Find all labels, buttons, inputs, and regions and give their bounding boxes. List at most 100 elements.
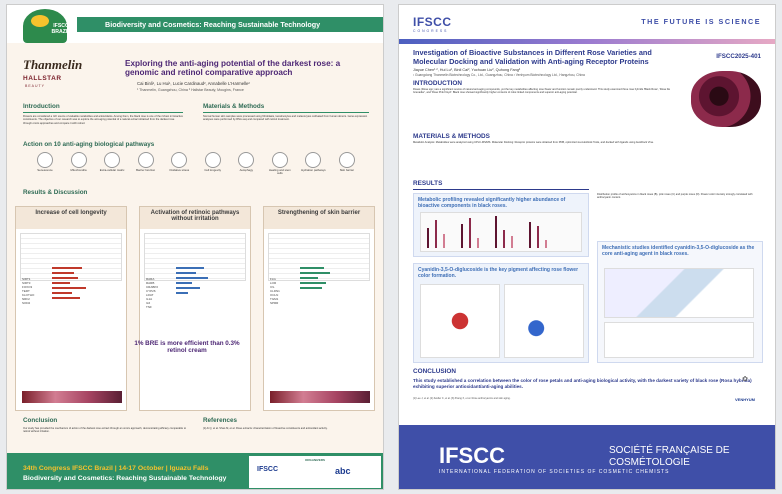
pathway-icons: Senescence Mitochondria Extra-cellular m… bbox=[31, 152, 361, 178]
methods-text: Metabolic Analysis: Metabolites were ana… bbox=[413, 141, 654, 144]
sponsor-logo: ✿ VENHYUM bbox=[725, 375, 765, 419]
divider bbox=[203, 112, 369, 113]
poster-right[interactable]: IFSCC CONGRESS THE FUTURE IS SCIENCE Inv… bbox=[398, 4, 776, 490]
intro-text: Flowers are considered a rich source of … bbox=[23, 115, 183, 125]
references-text: [1] Lee J, et al. [2] Zeidler C, et al. … bbox=[413, 397, 511, 400]
gene-label: OCLN bbox=[270, 293, 279, 297]
longevity-icon bbox=[204, 152, 221, 168]
gene-label: FLG bbox=[270, 277, 276, 281]
gene-label: IVL bbox=[270, 285, 275, 289]
gene-list: FLG LOR IVL CLDN1 OCLN TGM1 SPRR bbox=[270, 277, 330, 305]
results-column-retinoic: Activation of retinoic pathways without … bbox=[139, 206, 251, 411]
gene-label: SIRT3 bbox=[22, 281, 31, 285]
intro-text: Roses (Rosa spp.) are a significant sour… bbox=[413, 88, 671, 95]
results-column-barrier: Strengthening of skin barrier FLG LOR IVL C… bbox=[263, 206, 375, 411]
pathway-item: Mitochondria bbox=[65, 152, 93, 178]
gene-list: RARA RARB CRABP2 CYP26 LRAT IL1A IL6 TNF bbox=[146, 277, 206, 309]
skin-section-image bbox=[22, 391, 122, 403]
gene-label: KLOTHO bbox=[22, 293, 35, 297]
authors: Jiayue Chen¹ ², Hui Lu², Binli Cai², Yuc… bbox=[413, 68, 521, 72]
ifscc-brazil-logo: IFSCC BRAZIL bbox=[23, 9, 71, 43]
gene-label: NRF2 bbox=[22, 297, 30, 301]
congress-theme-band: Biodiversity and Cosmetics: Reaching Sus… bbox=[77, 17, 383, 32]
pathway-label: Mitochondria bbox=[70, 168, 87, 172]
column-title: Increase of cell longevity bbox=[16, 207, 126, 229]
pathway-label: Skin barrier bbox=[339, 168, 355, 172]
docking-table bbox=[604, 322, 754, 358]
healing-icon bbox=[271, 152, 288, 168]
docking-image bbox=[604, 268, 754, 318]
bar-chart bbox=[176, 267, 220, 327]
authors: Cai Binli¹, Lu Hui¹, Lucie Cardinaud², A… bbox=[137, 81, 250, 86]
gene-label: SPRR bbox=[270, 301, 279, 305]
mitochondria-icon bbox=[70, 152, 87, 168]
gene-label: SOD2 bbox=[22, 301, 31, 305]
gene-label: CLDN1 bbox=[270, 289, 280, 293]
organizers-label: ORGANIZERS bbox=[304, 458, 325, 462]
pathway-item: Autophagy bbox=[232, 152, 260, 178]
bar-chart bbox=[300, 267, 344, 327]
poster-left[interactable]: IFSCC BRAZIL Biodiversity and Cosmetics:… bbox=[6, 4, 384, 490]
conclusion-heading: CONCLUSION bbox=[413, 368, 456, 375]
gene-label: LRAT bbox=[146, 293, 154, 297]
gene-label: CYP26 bbox=[146, 289, 156, 293]
logo-sub: CONGRESS bbox=[413, 29, 449, 33]
poster-left-header: IFSCC BRAZIL Biodiversity and Cosmetics:… bbox=[7, 5, 383, 43]
box-title: Metabolic profiling revealed significant… bbox=[418, 197, 566, 209]
gene-label: TNF bbox=[146, 305, 152, 309]
intro-heading: Introduction bbox=[23, 103, 60, 110]
gene-label: RARA bbox=[146, 277, 155, 281]
ifscc-congress-logo: IFSCC bbox=[413, 15, 452, 29]
intro-heading: INTRODUCTION bbox=[413, 80, 462, 87]
pathway-label: Senescence bbox=[37, 168, 53, 172]
results-heading: RESULTS bbox=[413, 180, 443, 187]
gene-label: SIRT1 bbox=[22, 277, 31, 281]
black-rose-image bbox=[691, 71, 761, 127]
pca-plot bbox=[504, 284, 584, 358]
barrier-icon bbox=[137, 152, 154, 168]
hydration-icon bbox=[305, 152, 322, 168]
poster-right-footer: IFSCC INTERNATIONAL FEDERATION OF SOCIET… bbox=[399, 425, 775, 489]
result-box-cyanidin: Cyanidin-3,5-O-diglucoside is the key pi… bbox=[413, 263, 589, 363]
poster-title: Investigation of Bioactive Substances in… bbox=[413, 48, 652, 66]
footer-ifscc-logo: IFSCC bbox=[439, 443, 505, 468]
divider bbox=[413, 189, 589, 190]
brand-sub2: BEAUTY bbox=[25, 84, 46, 88]
column-title: Strengthening of skin barrier bbox=[264, 207, 374, 229]
sponsor-name: VENHYUM bbox=[734, 397, 755, 402]
footer-line-2: Biodiversity and Cosmetics: Reaching Sus… bbox=[23, 475, 227, 482]
heatmap-chart bbox=[420, 212, 582, 252]
header-gradient-band bbox=[399, 39, 775, 44]
sponsor-mark: ✿ bbox=[742, 376, 748, 383]
matrix-icon bbox=[104, 152, 121, 168]
autophagy-icon bbox=[238, 152, 255, 168]
poster-left-footer: 34th Congress IFSCC Brazil | 14-17 Octob… bbox=[7, 453, 383, 489]
pathway-label: Barrier function bbox=[136, 168, 156, 172]
oxidative-icon bbox=[171, 152, 188, 168]
footer-ifscc-sub: INTERNATIONAL FEDERATION OF SOCIETIES OF… bbox=[439, 469, 670, 475]
pathway-item: Hydration pathways bbox=[299, 152, 327, 178]
column-title: Activation of retinoic pathways without … bbox=[140, 207, 250, 229]
gene-label: IL1A bbox=[146, 297, 153, 301]
tagline: THE FUTURE IS SCIENCE bbox=[641, 17, 761, 26]
logo-text: IFSCC BRAZIL bbox=[43, 23, 79, 35]
footer-sfc-logo: SOCIÉTÉ FRANÇAISE DE COSMÉTOLOGIE bbox=[609, 445, 730, 468]
gene-label: FOXO3 bbox=[22, 285, 33, 289]
references-heading: References bbox=[203, 417, 237, 424]
skin-barrier-icon bbox=[338, 152, 355, 168]
conclusion-text: Our study has provided the mechanism of … bbox=[23, 427, 187, 434]
affiliations: ¹ Guangdong Thanmelin Biotechnology Co.,… bbox=[413, 73, 585, 77]
pathway-item: Healing and stem cells bbox=[266, 152, 294, 178]
pathway-label: Hydration pathways bbox=[301, 168, 326, 172]
pathway-label: Autophagy bbox=[239, 168, 253, 172]
pathway-label: Cell longevity bbox=[204, 168, 222, 172]
brand-sub: HALLSTAR bbox=[23, 75, 62, 82]
footer-line-1: 34th Congress IFSCC Brazil | 14-17 Octob… bbox=[23, 465, 209, 472]
gene-list: SIRT1 SIRT3 FOXO3 TERT KLOTHO NRF2 SOD2 bbox=[22, 277, 82, 305]
key-claim-banner: 1% BRE is more efficient than 0.3% retin… bbox=[134, 340, 240, 355]
methods-heading: MATERIALS & METHODS bbox=[413, 133, 490, 140]
ifscc-logo: IFSCC bbox=[257, 466, 278, 473]
gene-label: RARB bbox=[146, 281, 155, 285]
pathway-item: Oxidative stress bbox=[165, 152, 193, 178]
